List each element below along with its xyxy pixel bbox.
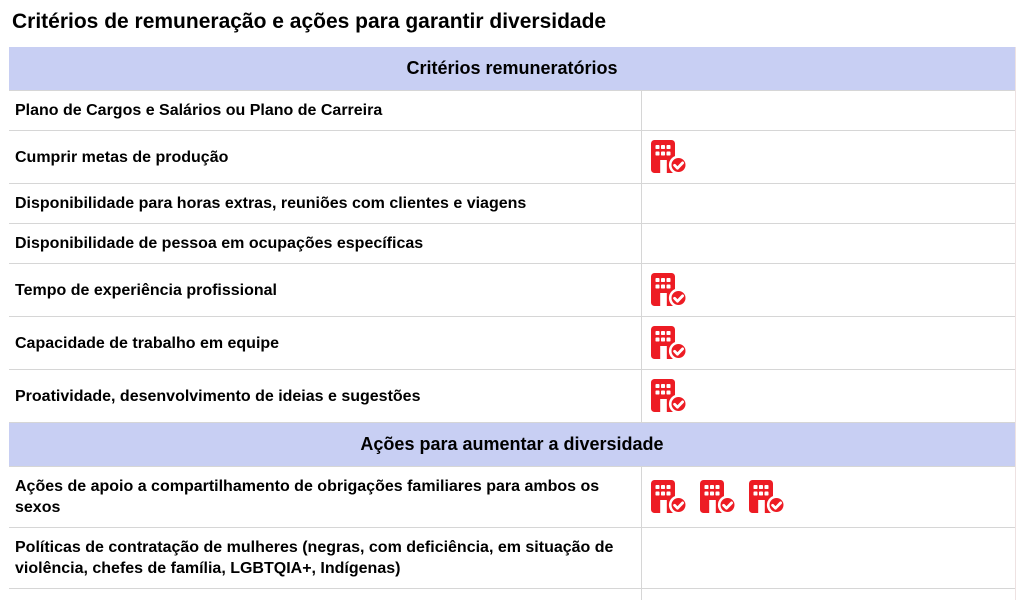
company-icons-cell <box>642 317 1015 369</box>
building-circle-check-icon <box>748 480 786 514</box>
company-icons-cell <box>642 131 1015 183</box>
company-icons-cell <box>642 528 1015 588</box>
section-header: Critérios remuneratórios <box>9 47 1015 91</box>
section-header: Ações para aumentar a diversidade <box>9 423 1015 467</box>
criterion-text: Tempo de experiência profissional <box>9 264 642 316</box>
table-row: Políticas de promoção de mulheres para c… <box>9 589 1015 600</box>
section-title: Ações para aumentar a diversidade <box>360 434 664 454</box>
criterion-text: Proatividade, desenvolvimento de ideias … <box>9 370 642 422</box>
table-row: Cumprir metas de produção <box>9 131 1015 184</box>
criterion-text: Plano de Cargos e Salários ou Plano de C… <box>9 91 642 130</box>
criterion-text: Capacidade de trabalho em equipe <box>9 317 642 369</box>
company-icons-cell <box>642 589 1015 600</box>
building-circle-check-icon <box>650 140 688 174</box>
company-icons-cell <box>642 370 1015 422</box>
criterion-text: Disponibilidade para horas extras, reuni… <box>9 184 642 223</box>
company-icons-cell <box>642 224 1015 263</box>
table-row: Tempo de experiência profissional <box>9 264 1015 317</box>
building-circle-check-icon <box>650 379 688 413</box>
company-icons-cell <box>642 184 1015 223</box>
building-circle-check-icon <box>699 480 737 514</box>
building-circle-check-icon <box>650 480 688 514</box>
table-row: Políticas de contratação de mulheres (ne… <box>9 528 1015 589</box>
table-row: Disponibilidade de pessoa em ocupações e… <box>9 224 1015 264</box>
building-circle-check-icon <box>650 273 688 307</box>
table-row: Disponibilidade para horas extras, reuni… <box>9 184 1015 224</box>
company-icons-cell <box>642 91 1015 130</box>
page: Critérios de remuneração e ações para ga… <box>9 10 1016 600</box>
page-title: Critérios de remuneração e ações para ga… <box>12 10 607 33</box>
table-row: Proatividade, desenvolvimento de ideias … <box>9 370 1015 423</box>
criterion-text: Cumprir metas de produção <box>9 131 642 183</box>
criterion-text: Políticas de contratação de mulheres (ne… <box>9 528 642 588</box>
criterion-text: Disponibilidade de pessoa em ocupações e… <box>9 224 642 263</box>
criterion-text: Ações de apoio a compartilhamento de obr… <box>9 467 642 527</box>
section-title: Critérios remuneratórios <box>406 58 618 78</box>
table-row: Ações de apoio a compartilhamento de obr… <box>9 467 1015 528</box>
criterion-text: Políticas de promoção de mulheres para c… <box>9 589 642 600</box>
table-row: Plano de Cargos e Salários ou Plano de C… <box>9 91 1015 131</box>
building-circle-check-icon <box>650 326 688 360</box>
table-row: Capacidade de trabalho em equipe <box>9 317 1015 370</box>
company-icons-cell <box>642 467 1015 527</box>
criteria-table: Critérios remuneratórios Plano de Cargos… <box>9 47 1016 600</box>
company-icons-cell <box>642 264 1015 316</box>
